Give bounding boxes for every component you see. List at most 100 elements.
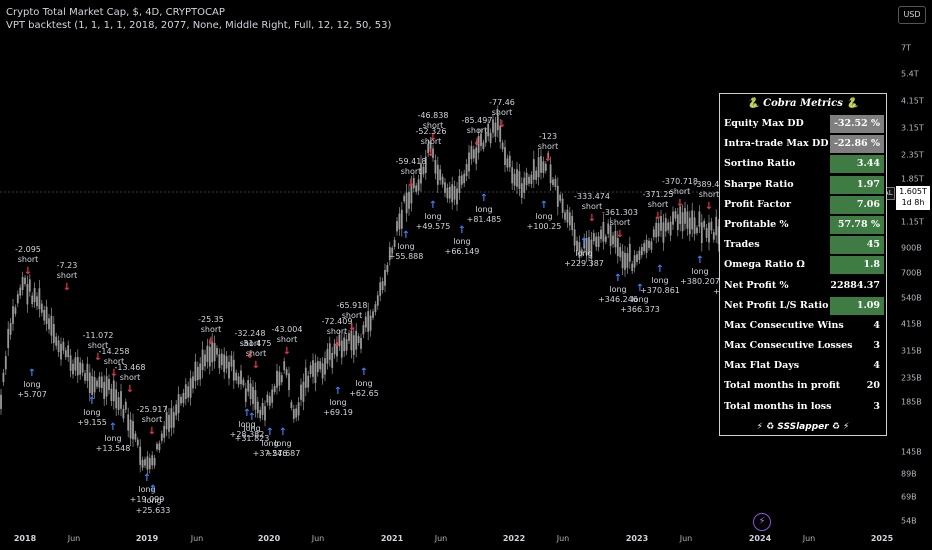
trade-side-text: long — [475, 205, 492, 214]
candle-body — [256, 401, 259, 414]
candle-body — [302, 381, 305, 402]
metric-label: Net Profit % — [724, 279, 789, 291]
candle-body — [192, 376, 194, 389]
metric-row: Profit Factor 7.06 — [720, 195, 886, 215]
metric-value: 3 — [873, 400, 880, 412]
candle-body — [429, 141, 432, 152]
trade-profit-text: +31.823 — [235, 434, 270, 443]
candle-body — [122, 408, 125, 419]
metric-label: Sharpe Ratio — [724, 178, 794, 190]
trade-profit-text: -123 — [539, 132, 557, 141]
metrics-table: 🐍 Cobra Metrics 🐍 Equity Max DD -32.52 % I… — [719, 93, 887, 436]
candle-body — [616, 238, 619, 257]
candle-body — [283, 361, 286, 371]
candle-body — [446, 187, 449, 199]
currency-button[interactable]: USD — [898, 6, 926, 24]
candle-body — [273, 386, 276, 392]
candle-body — [134, 433, 137, 440]
candle-body — [201, 349, 204, 371]
candle-body — [585, 237, 588, 256]
candle-body — [163, 425, 166, 438]
indicator-legend[interactable]: VPT backtest (1, 1, 1, 1, 2018, 2077, No… — [6, 20, 392, 31]
current-price-value: 1.605T — [899, 187, 927, 196]
candle-body — [696, 227, 698, 234]
trade-side-text: long — [651, 276, 668, 285]
trade-profit-text: -370.718 — [662, 177, 698, 186]
candle-body — [0, 394, 2, 409]
trade-side-text: short — [401, 167, 422, 176]
candle-body — [16, 294, 19, 304]
candle-body — [597, 236, 600, 248]
candle-body — [458, 176, 461, 193]
trade-profit-text: -59.418 — [396, 157, 427, 166]
time-axis-label: Jun — [802, 534, 816, 543]
candle-body — [348, 333, 350, 341]
candle-body — [98, 376, 101, 388]
candle-body — [76, 356, 79, 376]
trade-side-text: short — [538, 142, 559, 151]
trade-profit-text: -72.409 — [322, 317, 353, 326]
time-axis-label: Jun — [67, 534, 81, 543]
candle-body — [412, 177, 415, 189]
trade-profit-text: +37.246 — [253, 449, 288, 458]
candle-body — [290, 402, 293, 409]
trade-profit-text: +62.65 — [349, 389, 379, 398]
long-arrow-icon: ↑ — [696, 255, 704, 266]
candle-body — [556, 185, 559, 207]
candle-body — [112, 380, 115, 402]
candle-body — [141, 459, 144, 468]
candle-body — [657, 223, 660, 237]
candle-body — [268, 396, 271, 406]
long-arrow-icon: ↑ — [266, 427, 274, 438]
candle-body — [448, 186, 451, 199]
candle-body — [612, 235, 614, 245]
candle-body — [410, 183, 413, 204]
metric-value: 7.06 — [830, 195, 884, 214]
candle-body — [148, 458, 151, 470]
trade-profit-text: +25.633 — [136, 506, 171, 515]
candle-body — [559, 194, 562, 201]
price-axis-label: 54B — [901, 516, 917, 526]
candle-body — [297, 402, 300, 416]
time-axis-label: Jun — [556, 534, 570, 543]
metric-row: Total months in profit 20 — [720, 376, 886, 396]
candle-body — [494, 122, 497, 137]
metric-value: -32.52 % — [830, 115, 884, 133]
candle-body — [679, 206, 682, 225]
candle-body — [213, 342, 216, 362]
candle-body — [120, 391, 122, 409]
candle-body — [184, 384, 187, 399]
trade-profit-text: -32.248 — [235, 329, 266, 338]
short-arrow-icon: ↓ — [94, 352, 102, 363]
candle-body — [242, 379, 245, 386]
trade-labels: ↓-2.095short↓-7.23short↑+5.707long↓-11.0… — [15, 98, 753, 515]
candle-body — [31, 295, 34, 305]
candle-body — [544, 163, 547, 171]
candle-body — [48, 318, 50, 330]
trade-profit-text: +66.149 — [445, 247, 480, 256]
candle-body — [172, 412, 175, 428]
candle-body — [648, 240, 650, 248]
candle-body — [609, 225, 612, 247]
lightning-icon[interactable]: ⚡ — [753, 513, 771, 531]
trade-profit-text: -25.35 — [198, 315, 224, 324]
trade-side-text: long — [23, 380, 40, 389]
time-axis-label: Jun — [434, 534, 448, 543]
candle-body — [60, 343, 62, 360]
trade-side-text: long — [329, 398, 346, 407]
trade-side-text: short — [57, 271, 78, 280]
candle-body — [208, 346, 211, 367]
trade-side-text: short — [670, 187, 691, 196]
candle-body — [376, 295, 379, 306]
metric-value: 20 — [866, 380, 880, 392]
candle-body — [708, 222, 710, 243]
candle-body — [506, 158, 509, 168]
metric-label: Intra-trade Max DD — [724, 138, 829, 150]
trade-side-text: long — [261, 439, 278, 448]
metric-row: Equity Max DD -32.52 % — [720, 114, 886, 134]
candle-body — [194, 361, 197, 381]
